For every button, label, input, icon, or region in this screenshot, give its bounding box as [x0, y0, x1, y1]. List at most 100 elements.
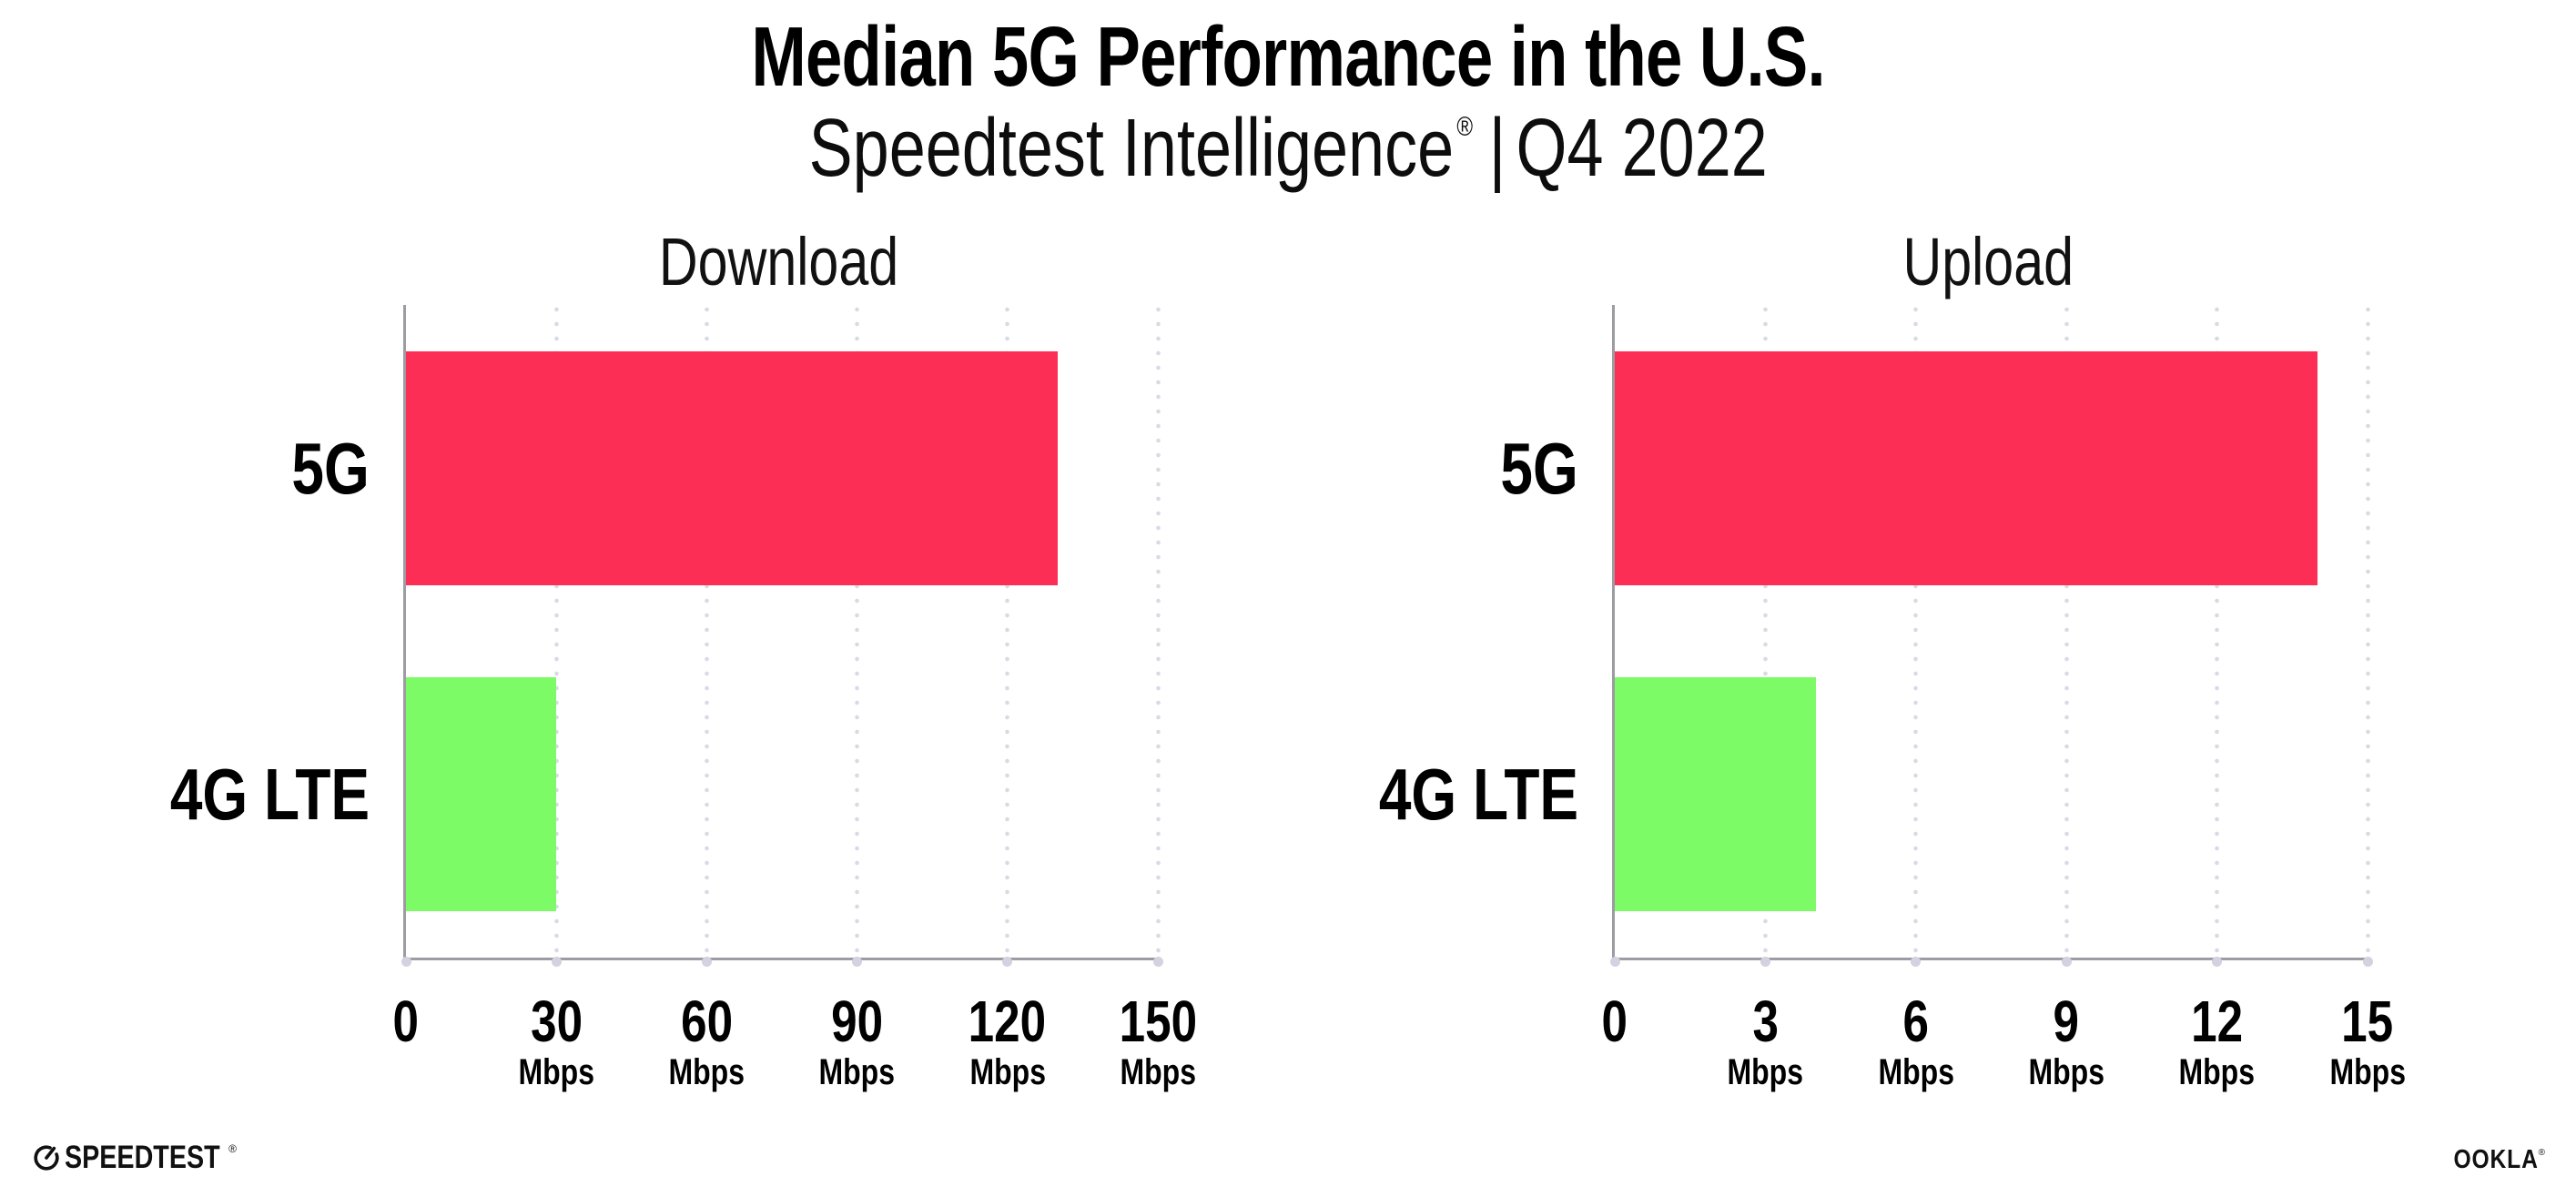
category-label-text: 5G: [291, 427, 370, 509]
category-label-5g: 5G: [78, 427, 370, 511]
x-tick-unit-text: Mbps: [1120, 1052, 1196, 1092]
x-tick-unit-text: Mbps: [1878, 1052, 1954, 1092]
tick-dot: [1911, 957, 1922, 967]
x-tick-unit: Mbps: [908, 1054, 1108, 1090]
upload-chart: Upload 0 3 Mbps 6 Mbps 9 Mbps 12 Mbps 15 Mbps 5G 4G L…: [1321, 218, 2438, 1112]
gridline: [1155, 305, 1161, 958]
gridline: [1005, 305, 1010, 958]
registered-trademark-mark: ®: [1456, 112, 1473, 142]
category-label-text: 4G LTE: [1378, 753, 1578, 835]
tick-dot: [551, 957, 562, 967]
tick-dot: [2061, 957, 2072, 967]
x-tick-label-text: 120: [969, 989, 1047, 1054]
x-tick-label: 30: [456, 992, 656, 1050]
x-tick-unit-text: Mbps: [2028, 1052, 2104, 1092]
category-label-4g-lte: 4G LTE: [1287, 753, 1578, 837]
x-tick-unit-text: Mbps: [1727, 1052, 1804, 1092]
plot-area: 0 3 Mbps 6 Mbps 9 Mbps 12 Mbps 15 Mbps 5G 4G LTE: [1379, 305, 2406, 1090]
x-tick-unit: Mbps: [1058, 1054, 1258, 1090]
plot-area: 0 30 Mbps 60 Mbps 90 Mbps 120 Mbps 150 Mbps 5G 4G LT…: [170, 305, 1197, 1090]
subtitle-period: Q4 2022: [1516, 103, 1768, 194]
x-tick-label-text: 6: [1902, 989, 1930, 1054]
category-label-text: 5G: [1500, 427, 1578, 509]
tick-dot: [1609, 957, 1620, 967]
x-tick-label: 120: [908, 992, 1108, 1050]
x-tick-unit: Mbps: [2267, 1054, 2468, 1090]
x-tick-label: 6: [1816, 992, 2016, 1050]
speedtest-label: SPEEDTEST: [65, 1140, 220, 1175]
x-tick-label: 0: [306, 992, 506, 1050]
x-tick-label: 12: [2117, 992, 2317, 1050]
x-tick-label: 150: [1058, 992, 1258, 1050]
x-tick-unit-text: Mbps: [969, 1052, 1046, 1092]
gridline: [2215, 305, 2220, 958]
x-tick-unit: Mbps: [1966, 1054, 2166, 1090]
tick-dot: [401, 957, 411, 967]
tick-dot: [1002, 957, 1013, 967]
x-tick-label-text: 9: [2053, 989, 2080, 1054]
bar-5g-upload: [1615, 351, 2317, 585]
tick-dot: [852, 957, 863, 967]
x-tick-label: 3: [1665, 992, 1865, 1050]
category-label-text: 4G LTE: [169, 753, 370, 835]
page-subtitle-text: Speedtest Intelligence ® | Q4 2022: [808, 106, 1767, 192]
bar-5g-download: [406, 351, 1058, 585]
speedtest-gauge-icon: [34, 1145, 59, 1171]
x-tick-unit-text: Mbps: [668, 1052, 745, 1092]
x-tick-label: 90: [757, 992, 958, 1050]
ookla-trademark: ®: [2538, 1147, 2545, 1158]
x-tick-label-text: 0: [392, 989, 420, 1054]
x-tick-unit-text: Mbps: [2329, 1052, 2406, 1092]
x-tick-unit: Mbps: [1816, 1054, 2016, 1090]
bar-4g-lte-download: [406, 677, 557, 911]
x-tick-label-text: 150: [1119, 989, 1197, 1054]
ookla-label: OOKLA: [2453, 1145, 2539, 1174]
category-label-5g: 5G: [1287, 427, 1578, 511]
gridline: [2064, 305, 2069, 958]
page-title-text: Median 5G Performance in the U.S.: [751, 9, 1825, 104]
speedtest-logo: SPEEDTEST ®: [33, 1140, 262, 1175]
x-tick-unit-text: Mbps: [518, 1052, 594, 1092]
chart-title: Upload: [1612, 218, 2365, 305]
page-subtitle: Speedtest Intelligence ® | Q4 2022: [0, 106, 2576, 192]
gridline: [1762, 305, 1768, 958]
chart-title-text: Download: [659, 224, 899, 299]
subtitle-brand: Speedtest Intelligence: [808, 103, 1454, 194]
chart-title: Download: [403, 218, 1155, 305]
x-tick-unit-text: Mbps: [2178, 1052, 2256, 1092]
x-tick-label: 0: [1515, 992, 1715, 1050]
gridline: [704, 305, 709, 958]
x-tick-label-text: 60: [680, 989, 733, 1054]
x-tick-label-text: 15: [2341, 989, 2394, 1054]
x-tick-unit: Mbps: [456, 1054, 656, 1090]
download-chart: Download 0 30 Mbps 60 Mbps 90 Mbps 120 Mbps 150 Mbp…: [112, 218, 1228, 1112]
page-title: Median 5G Performance in the U.S.: [0, 9, 2576, 104]
x-tick-label-text: 30: [530, 989, 583, 1054]
x-tick-label: 9: [1966, 992, 2166, 1050]
gridline: [2365, 305, 2370, 958]
x-tick-label-text: 0: [1601, 989, 1628, 1054]
tick-dot: [701, 957, 712, 967]
x-tick-label: 15: [2267, 992, 2468, 1050]
gridline: [855, 305, 860, 958]
x-tick-label: 60: [606, 992, 806, 1050]
x-tick-unit: Mbps: [1665, 1054, 1865, 1090]
tick-dot: [2212, 957, 2223, 967]
x-tick-label-text: 3: [1752, 989, 1779, 1054]
subtitle-separator: |: [1488, 103, 1506, 194]
category-label-4g-lte: 4G LTE: [78, 753, 370, 837]
tick-dot: [1152, 957, 1163, 967]
gridline: [1913, 305, 1919, 958]
x-tick-unit-text: Mbps: [818, 1052, 896, 1092]
speedtest-trademark: ®: [228, 1142, 237, 1155]
x-tick-unit: Mbps: [606, 1054, 806, 1090]
tick-dot: [2362, 957, 2373, 967]
ookla-logo: OOKLA®: [2439, 1145, 2545, 1175]
tick-dot: [1760, 957, 1770, 967]
chart-title-text: Upload: [1902, 224, 2074, 299]
x-tick-label-text: 90: [831, 989, 884, 1054]
x-tick-label-text: 12: [2191, 989, 2244, 1054]
gridline: [553, 305, 559, 958]
x-tick-unit: Mbps: [757, 1054, 958, 1090]
